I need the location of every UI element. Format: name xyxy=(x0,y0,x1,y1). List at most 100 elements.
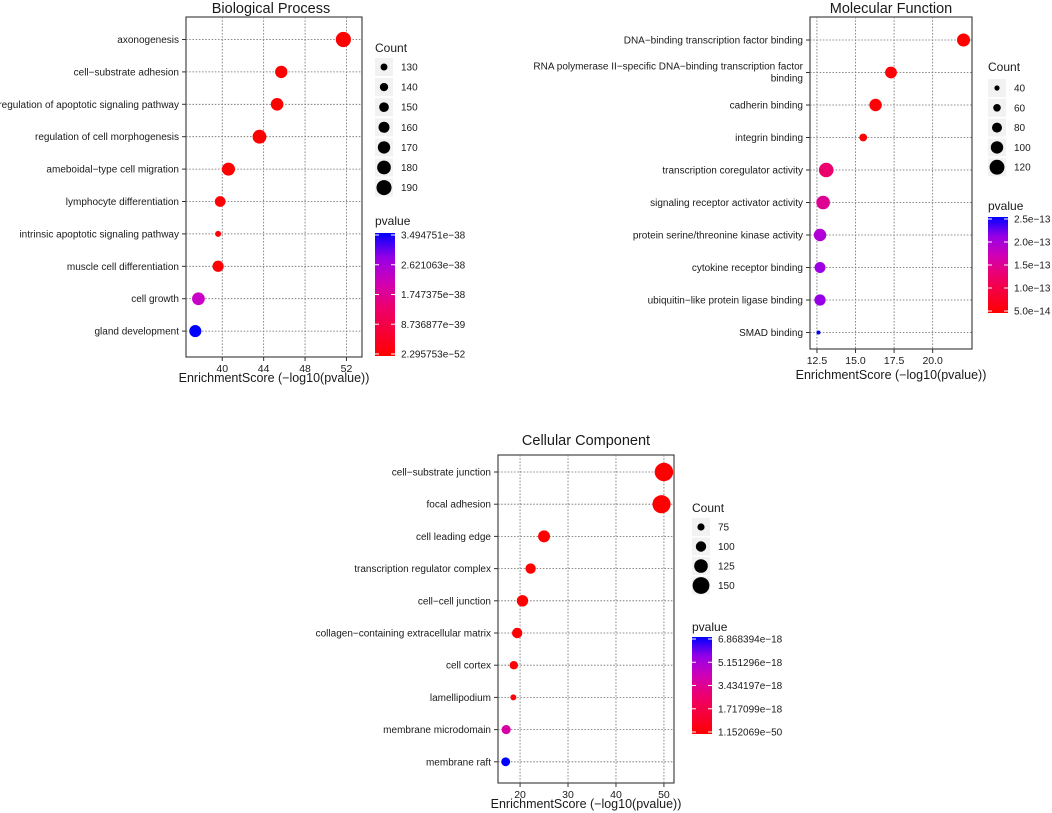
y-category-label: RNA polymerase II−specific DNA−binding t… xyxy=(533,62,803,73)
color-legend-label: 1.747375e−38 xyxy=(401,290,466,301)
data-point xyxy=(510,694,517,701)
color-legend-bar xyxy=(692,637,712,734)
x-tick-label: 20 xyxy=(514,789,526,801)
x-tick-label: 52 xyxy=(341,363,353,375)
data-point xyxy=(816,195,830,210)
size-legend-label: 140 xyxy=(401,83,418,94)
data-point xyxy=(859,133,868,142)
y-category-label: SMAD binding xyxy=(739,328,803,339)
size-legend-dot xyxy=(692,577,710,594)
y-category-label: cell−substrate junction xyxy=(392,468,491,479)
x-axis-label: EnrichmentScore (−log10(pvalue)) xyxy=(179,371,370,385)
x-tick-label: 40 xyxy=(216,363,228,375)
size-legend-dot xyxy=(695,541,707,552)
size-legend-label: 120 xyxy=(1014,163,1031,174)
y-category-label: cell cortex xyxy=(446,661,491,672)
size-legend-dot xyxy=(697,523,705,531)
y-category-label: cell−cell junction xyxy=(418,596,491,607)
y-category-label: signaling receptor activator activity xyxy=(650,198,803,209)
color-legend-label: 1.0e−13 xyxy=(1014,284,1051,295)
data-point xyxy=(538,530,551,543)
data-point xyxy=(525,563,536,574)
x-tick-label: 48 xyxy=(299,363,311,375)
x-axis-label: EnrichmentScore (−log10(pvalue)) xyxy=(491,797,682,811)
y-category-label: membrane raft xyxy=(426,757,491,768)
size-legend-dot xyxy=(992,122,1002,133)
color-legend-label: 3.434197e−18 xyxy=(718,681,783,692)
data-point xyxy=(221,162,235,176)
chart-title: Cellular Component xyxy=(522,433,650,449)
plot-frame xyxy=(497,454,675,784)
color-legend-title: pvalue xyxy=(375,214,411,228)
color-legend-title: pvalue xyxy=(692,620,728,634)
size-legend-title: Count xyxy=(375,41,408,55)
color-legend-bar xyxy=(988,217,1008,313)
data-point xyxy=(516,595,529,607)
data-point xyxy=(335,31,351,48)
y-category-label: cytokine receptor binding xyxy=(692,263,803,274)
data-point xyxy=(652,495,671,514)
panel-cellular-component: Cellular Component 20 30 40 50 cell−substrate… xyxy=(316,433,783,811)
size-legend-label: 160 xyxy=(401,123,418,134)
x-tick-label: 40 xyxy=(610,789,622,801)
size-legend-label: 180 xyxy=(401,163,418,174)
size-legend-dot xyxy=(993,104,1001,112)
color-legend-label: 2.295753e−52 xyxy=(401,350,466,361)
size-legend-label: 75 xyxy=(718,523,730,534)
data-point xyxy=(511,627,523,639)
size-legend-dot xyxy=(377,141,391,154)
color-legend-title: pvalue xyxy=(988,199,1024,213)
color-legend-label: 3.494751e−38 xyxy=(401,231,466,242)
data-point xyxy=(189,325,202,338)
size-legend-title: Count xyxy=(692,501,725,515)
data-point xyxy=(885,66,897,79)
color-legend-label: 1.5e−13 xyxy=(1014,261,1051,272)
y-category-label: cadherin binding xyxy=(730,101,803,112)
panel-biological-process: Biological Process 40 44 48 52 axonogenesis ce… xyxy=(0,1,466,385)
size-legend-label: 190 xyxy=(401,183,418,194)
x-tick-label: 44 xyxy=(258,363,270,375)
color-legend-bar xyxy=(375,233,395,356)
x-tick-label: 15.0 xyxy=(845,355,866,367)
y-category-label: transcription coregulator activity xyxy=(662,166,803,177)
color-legend-label: 5.151296e−18 xyxy=(718,658,783,669)
size-legend-label: 150 xyxy=(401,103,418,114)
color-legend-label: 1.152069e−50 xyxy=(718,728,783,739)
size-legend-dot xyxy=(990,141,1004,154)
size-legend-label: 60 xyxy=(1014,103,1026,114)
y-category-label: muscle cell differentiation xyxy=(67,262,179,273)
size-legend-label: 100 xyxy=(1014,143,1031,154)
data-point xyxy=(869,98,882,112)
data-point xyxy=(501,757,511,767)
y-category-label: cell−substrate adhesion xyxy=(74,67,179,78)
y-category-label: regulation of cell morphogenesis xyxy=(35,132,179,143)
size-legend-label: 40 xyxy=(1014,84,1026,95)
data-point xyxy=(252,129,267,144)
color-legend-label: 2.5e−13 xyxy=(1014,215,1051,226)
y-category-label: focal adhesion xyxy=(427,500,492,511)
data-point xyxy=(509,660,519,670)
data-point xyxy=(270,97,284,111)
size-legend-dot xyxy=(377,160,391,175)
size-legend-dot xyxy=(379,102,389,113)
y-category-label: axonogenesis xyxy=(117,35,179,46)
y-category-label: cell growth xyxy=(131,294,179,305)
size-legend-dot xyxy=(378,121,390,133)
x-axis-label: EnrichmentScore (−log10(pvalue)) xyxy=(796,368,987,382)
color-legend-label: 2.0e−13 xyxy=(1014,238,1051,249)
x-tick-label: 50 xyxy=(658,789,670,801)
y-category-label: cell leading edge xyxy=(416,532,491,543)
size-legend-dot xyxy=(694,559,708,573)
data-point xyxy=(816,330,821,335)
color-legend-label: 1.717099e−18 xyxy=(718,704,783,715)
color-legend-label: 6.868394e−18 xyxy=(718,635,783,646)
data-point xyxy=(212,260,224,272)
y-category-label: ubiquitin−like protein ligase binding xyxy=(648,296,803,307)
color-legend-label: 8.736877e−39 xyxy=(401,320,466,331)
data-point xyxy=(957,33,971,47)
color-legend-label: 2.621063e−38 xyxy=(401,260,466,271)
y-category-label: DNA−binding transcription factor binding xyxy=(624,36,803,47)
y-category-label: transcription regulator complex xyxy=(354,564,491,575)
size-legend-dot xyxy=(380,63,388,71)
y-category-label: lamellipodium xyxy=(430,693,491,704)
